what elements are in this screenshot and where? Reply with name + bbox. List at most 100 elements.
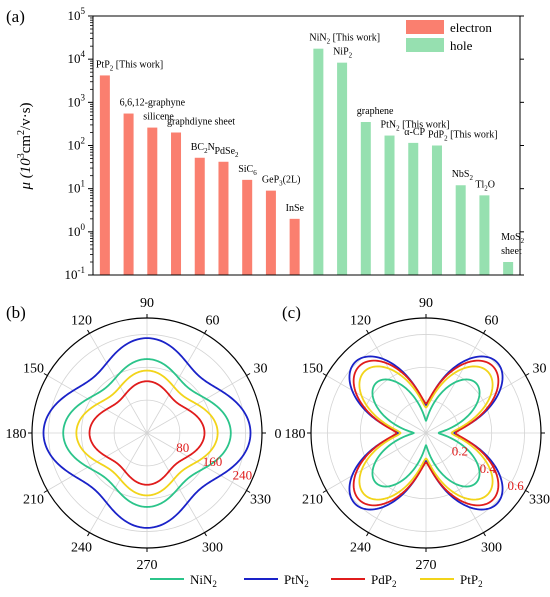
angle-label: 0 xyxy=(275,427,282,442)
angle-tick xyxy=(366,329,369,334)
bar-label: BC2​N xyxy=(191,142,215,155)
bar xyxy=(171,132,182,275)
grid-spoke xyxy=(146,432,205,533)
angle-label: 210 xyxy=(302,493,323,508)
radial-tick-label: 80 xyxy=(176,440,189,455)
bar xyxy=(194,157,205,275)
angle-label: 60 xyxy=(485,314,499,329)
angle-label: 150 xyxy=(302,362,323,377)
angle-label: 240 xyxy=(71,540,92,555)
bar xyxy=(408,142,419,275)
angle-tick xyxy=(204,532,207,537)
legend-label: PdP2 xyxy=(371,572,396,589)
y-tick-label: 102 xyxy=(68,136,86,153)
legend-label: PtN2 xyxy=(284,572,309,589)
bar-label: NiN2​ [This work] xyxy=(309,33,380,46)
legend-label: electron xyxy=(450,20,492,35)
angle-label: 300 xyxy=(202,540,223,555)
series-curve xyxy=(42,337,252,529)
angle-label: 120 xyxy=(71,314,92,329)
bar-label: SiC6​ xyxy=(238,164,257,177)
legend-label: PtP2 xyxy=(460,572,483,589)
y-tick-label: 100 xyxy=(68,222,86,239)
series-curve xyxy=(358,365,494,501)
bar xyxy=(337,62,348,276)
angle-tick xyxy=(43,373,48,376)
bar-label: graphdiyne sheet xyxy=(167,117,235,128)
legend-swatch xyxy=(406,38,444,52)
angle-label: 240 xyxy=(350,540,371,555)
radial-tick-label: 0.4 xyxy=(480,461,497,476)
bar-label: NbS2​ xyxy=(452,169,474,182)
angle-label: 30 xyxy=(532,362,546,377)
bar xyxy=(147,127,158,276)
bar-label: silicene xyxy=(143,112,174,123)
panel-label: (c) xyxy=(282,303,301,322)
bar xyxy=(479,195,490,275)
angle-tick xyxy=(204,329,207,334)
angle-label: 120 xyxy=(350,314,371,329)
bar xyxy=(384,135,395,275)
angle-tick xyxy=(246,490,251,493)
bar xyxy=(313,48,324,276)
angle-label: 30 xyxy=(253,362,267,377)
bar-label: Tl2​O xyxy=(475,179,495,192)
angle-label: 330 xyxy=(529,493,550,508)
grid-spoke xyxy=(146,333,205,434)
angle-tick xyxy=(525,490,530,493)
bar-label: PdP2​ [This work] xyxy=(428,130,498,143)
bar xyxy=(99,75,110,275)
series-curve xyxy=(62,358,232,508)
angle-tick xyxy=(483,329,486,334)
bar xyxy=(265,190,276,275)
bar-label: graphene xyxy=(357,106,394,117)
panel-label: (a) xyxy=(6,7,25,26)
angle-tick xyxy=(366,532,369,537)
y-axis-label: μ (103cm2/v·s) xyxy=(16,102,34,190)
angle-label: 270 xyxy=(416,558,437,573)
radial-tick-label: 160 xyxy=(203,454,223,469)
y-tick-label: 105 xyxy=(68,6,86,23)
grid-spoke xyxy=(89,432,148,533)
angle-label: 180 xyxy=(285,427,306,442)
angle-label: 90 xyxy=(419,296,433,311)
bar xyxy=(289,218,300,275)
radial-tick-label: 0.2 xyxy=(452,443,468,458)
bar-label: InSe xyxy=(286,203,305,214)
bar xyxy=(218,161,229,275)
polar-chart-panel-b: 0 30 60 90 120 150 180 210 240 270 300 330 80 160 240 (… xyxy=(6,296,282,573)
bar xyxy=(503,262,514,275)
angle-tick xyxy=(246,373,251,376)
angle-label: 270 xyxy=(137,558,158,573)
polar-chart-panel-c: 03060901201501802102402703003300.20.40.6… xyxy=(282,296,550,573)
angle-label: 210 xyxy=(23,493,44,508)
series-curve xyxy=(352,359,500,507)
y-tick-label: 101 xyxy=(68,179,86,196)
angle-tick xyxy=(483,532,486,537)
bar-label: MoS2​ xyxy=(501,232,524,245)
bar-label: NiP2​ xyxy=(333,47,353,60)
angle-tick xyxy=(87,329,90,334)
angle-tick xyxy=(322,490,327,493)
angle-label: 330 xyxy=(250,493,271,508)
angle-label: 150 xyxy=(23,362,44,377)
bar xyxy=(123,113,134,275)
legend-label: NiN2 xyxy=(190,572,217,589)
angle-tick xyxy=(43,490,48,493)
angle-tick xyxy=(322,373,327,376)
y-tick-label: 104 xyxy=(68,49,86,66)
angle-label: 90 xyxy=(140,296,154,311)
bar xyxy=(455,185,466,275)
bar-label: PtN2​ [This work] xyxy=(381,120,450,133)
series-curve xyxy=(371,378,481,488)
radial-tick-label: 240 xyxy=(233,468,253,483)
angle-tick xyxy=(525,373,530,376)
bar-label: α-CP xyxy=(404,127,425,138)
legend: NiN2 PtN2 PdP2 PtP2 xyxy=(150,572,483,589)
y-tick-label: 103 xyxy=(68,92,86,109)
angle-tick xyxy=(87,532,90,537)
panel-label: (b) xyxy=(6,303,26,322)
y-tick-label: 10-1 xyxy=(65,265,86,282)
bar xyxy=(360,122,371,275)
